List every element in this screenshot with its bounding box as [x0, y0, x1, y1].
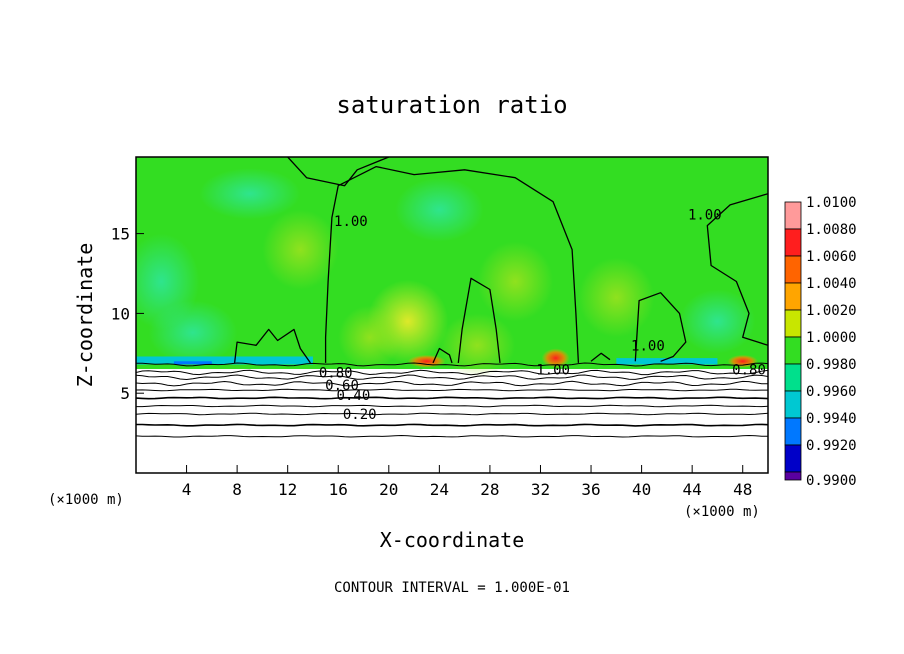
colorbar-level-4: 1.0020 — [806, 303, 857, 319]
contour-subsaturated-7 — [136, 423, 768, 427]
contour-label-3: 0.20 — [343, 407, 377, 423]
contour-lines — [136, 157, 768, 438]
contour-subsaturated-4 — [136, 396, 768, 400]
x-unit-right: (×1000 m) — [684, 504, 760, 520]
y-axis-label: Z-coordinate — [73, 243, 97, 388]
field-blob-8 — [395, 177, 484, 242]
field-blob-7 — [136, 233, 200, 330]
colorbar-swatch-4 — [784, 309, 802, 338]
colorbar-swatch-2 — [784, 255, 802, 284]
field-blob-4 — [477, 241, 554, 322]
y-tick-label-2: 15 — [111, 225, 130, 244]
contour-labels: 0.800.600.400.201.00 0.801.00 1.001.00 — [319, 207, 766, 422]
field-blob-2 — [439, 313, 516, 378]
colorbar-swatch-8 — [784, 417, 802, 446]
plot-area — [136, 157, 768, 473]
x-tick-label-4: 20 — [379, 480, 398, 499]
contour-label-8: 1.00 — [631, 338, 665, 354]
contour-saturation-6 — [706, 193, 768, 346]
colorbar-swatch-1 — [784, 228, 802, 257]
colorbar-swatch-9 — [784, 444, 802, 473]
colorbar-level-3: 1.0040 — [806, 276, 857, 292]
edge-band-blue — [173, 361, 212, 365]
contour-subsaturated-1 — [136, 374, 768, 381]
y-tick-label-1: 10 — [111, 304, 130, 323]
contour-cloud-base — [136, 362, 768, 367]
contour-subsaturated-5 — [136, 404, 768, 408]
contour-subsaturated-2 — [136, 380, 768, 387]
field-blob-10 — [679, 289, 756, 354]
colorbar-level-6: 0.9980 — [806, 357, 857, 373]
colorbar: 1.0100 1.0080 1.0060 1.0040 1.0020 1.0000 0.99… — [784, 195, 857, 489]
x-tick-label-2: 12 — [278, 480, 297, 499]
y-axis: 5 10 15 — [111, 225, 144, 403]
x-tick-label-6: 28 — [480, 480, 499, 499]
x-tick-label-0: 4 — [182, 480, 192, 499]
x-axis: 4 8 12 16 20 24 28 32 36 40 44 48 — [182, 465, 752, 499]
contour-subsaturated-8 — [136, 434, 768, 438]
field-blob-1 — [338, 305, 402, 370]
x-axis-label: X-coordinate — [380, 528, 525, 552]
contour-saturation-2 — [233, 328, 311, 364]
colorbar-level-9: 0.9920 — [806, 438, 857, 454]
colorbar-level-2: 1.0060 — [806, 249, 857, 265]
chart-title: saturation ratio — [336, 91, 567, 119]
colorbar-level-8: 0.9940 — [806, 411, 857, 427]
contour-label-4: 1.00 — [536, 362, 570, 378]
contour-label-1: 0.60 — [325, 378, 359, 394]
colorbar-level-1: 1.0080 — [806, 222, 857, 238]
contour-label-0: 0.80 — [319, 365, 353, 381]
colorbar-swatch-0 — [784, 201, 802, 230]
contour-saturation-5 — [634, 292, 687, 362]
edge-band-right — [616, 358, 718, 365]
x-tick-label-9: 40 — [632, 480, 651, 499]
contour-label-5: 0.80 — [732, 362, 766, 378]
contour-label-7: 1.00 — [688, 207, 722, 223]
contour-label-2: 0.40 — [337, 388, 371, 404]
contour-subsaturated-3 — [136, 388, 768, 392]
contour-interval-note: CONTOUR INTERVAL = 1.000E-01 — [334, 580, 570, 596]
contour-saturation-0 — [287, 157, 390, 187]
colorbar-swatch-6 — [784, 363, 802, 392]
x-unit-left: (×1000 m) — [48, 492, 124, 508]
field-blob-9 — [199, 168, 301, 220]
contour-saturation-3 — [457, 277, 501, 363]
colorbar-level-5: 1.0000 — [806, 330, 857, 346]
y-tick-label-0: 5 — [120, 384, 130, 403]
edge-band-left — [136, 356, 313, 365]
field-blob-3 — [262, 209, 339, 290]
contour-subsaturated-6 — [136, 412, 768, 416]
x-tick-label-11: 48 — [733, 480, 752, 499]
x-tick-label-5: 24 — [430, 480, 449, 499]
contour-saturation-1 — [324, 165, 580, 363]
colorbar-swatch-10 — [784, 471, 802, 481]
x-tick-label-1: 8 — [232, 480, 242, 499]
colorbar-swatch-5 — [784, 336, 802, 365]
colorbar-level-0: 1.0100 — [806, 195, 857, 211]
colorbar-swatch-7 — [784, 390, 802, 419]
field-blob-11 — [541, 348, 570, 368]
x-tick-label-10: 44 — [683, 480, 702, 499]
colorbar-level-10: 0.9900 — [806, 473, 857, 489]
colorbar-level-7: 0.9960 — [806, 384, 857, 400]
plot-frame — [135, 156, 769, 474]
contour-subsaturated-0 — [136, 369, 768, 376]
x-tick-label-8: 36 — [581, 480, 600, 499]
contour-label-6: 1.00 — [334, 214, 368, 230]
colorbar-swatch-3 — [784, 282, 802, 311]
contour-saturation-4 — [432, 347, 453, 364]
field-blob-13 — [407, 354, 446, 368]
x-tick-label-3: 16 — [329, 480, 348, 499]
x-tick-label-7: 32 — [531, 480, 550, 499]
field-blob-5 — [578, 257, 655, 338]
contour-saturation-7 — [590, 352, 611, 362]
